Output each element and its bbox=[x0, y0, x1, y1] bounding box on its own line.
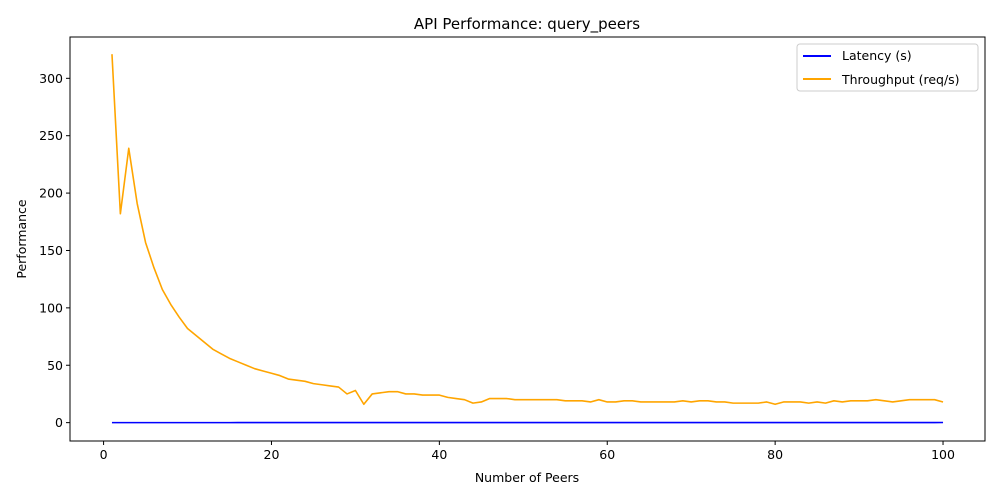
y-tick-label: 100 bbox=[39, 300, 63, 315]
y-tick-label: 0 bbox=[55, 415, 63, 430]
x-tick-label: 60 bbox=[599, 447, 615, 462]
y-axis-label: Performance bbox=[14, 199, 29, 279]
x-axis: 0 20 40 60 80 100 bbox=[100, 441, 955, 462]
legend: Latency (s) Throughput (req/s) bbox=[796, 43, 979, 92]
series-lines bbox=[111, 54, 944, 424]
y-tick-label: 200 bbox=[39, 186, 63, 201]
y-tick-label: 50 bbox=[47, 358, 63, 373]
plot-area bbox=[69, 36, 986, 442]
x-tick-label: 40 bbox=[431, 447, 447, 462]
legend-label-throughput: Throughput (req/s) bbox=[841, 72, 960, 87]
x-tick-label: 80 bbox=[767, 447, 783, 462]
legend-box bbox=[796, 43, 979, 92]
legend-label-latency: Latency (s) bbox=[842, 48, 912, 63]
plot-frame bbox=[69, 36, 986, 442]
x-tick-label: 0 bbox=[100, 447, 108, 462]
x-tick-label: 100 bbox=[931, 447, 955, 462]
x-axis-label: Number of Peers bbox=[475, 470, 579, 485]
chart-title: API Performance: query_peers bbox=[414, 15, 640, 34]
y-tick-label: 250 bbox=[39, 128, 63, 143]
y-axis: 0 50 100 150 200 250 300 bbox=[39, 71, 70, 430]
series-line-throughput bbox=[111, 54, 944, 406]
y-tick-label: 300 bbox=[39, 71, 63, 86]
x-tick-label: 20 bbox=[264, 447, 280, 462]
y-tick-label: 150 bbox=[39, 243, 63, 258]
